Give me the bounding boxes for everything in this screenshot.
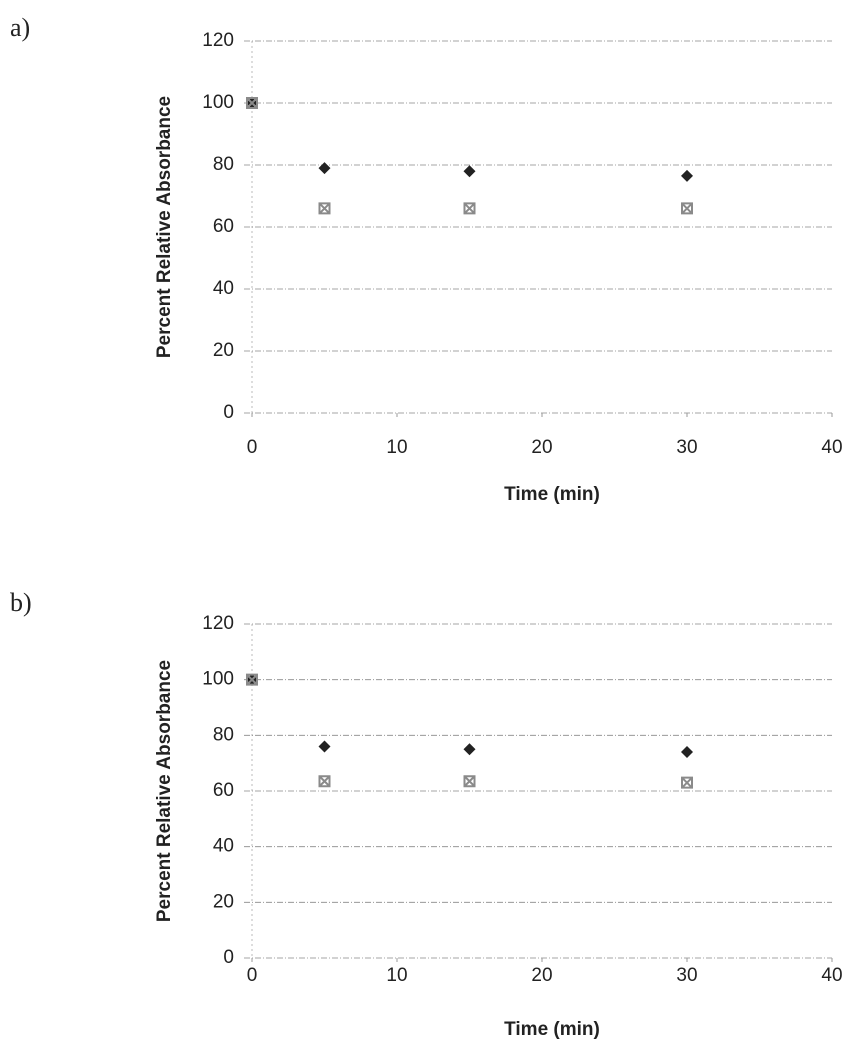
- x-tick-label: 40: [821, 965, 842, 986]
- y-tick-label: 120: [202, 613, 234, 634]
- x-tick-label: 30: [676, 437, 697, 458]
- y-tick-label: 20: [213, 340, 234, 361]
- point: [318, 202, 331, 215]
- x-axis-title: Time (min): [504, 484, 600, 505]
- y-tick-label: 60: [213, 216, 234, 237]
- x-tick-label: 40: [821, 437, 842, 458]
- y-tick-label: 40: [213, 836, 234, 857]
- x-tick-label: 20: [531, 965, 552, 986]
- point: [681, 202, 693, 215]
- x-tick-label: 30: [676, 965, 697, 986]
- point: [318, 775, 331, 788]
- point: [681, 746, 693, 759]
- x-tick-label: 0: [247, 965, 258, 986]
- y-tick-label: 120: [202, 30, 234, 51]
- panel-label: a): [10, 13, 30, 42]
- point: [246, 97, 258, 109]
- y-tick-label: 60: [213, 780, 234, 801]
- y-tick-label: 80: [213, 154, 234, 175]
- x-tick-label: 20: [531, 437, 552, 458]
- point: [246, 673, 258, 686]
- x-tick-label: 10: [386, 437, 407, 458]
- x-tick-label: 0: [247, 437, 258, 458]
- point: [463, 775, 476, 788]
- point: [318, 740, 331, 753]
- point: [681, 169, 693, 182]
- panel-label: b): [10, 588, 32, 617]
- point: [318, 162, 331, 175]
- point: [681, 776, 693, 789]
- y-axis-title: Percent Relative Absorbance: [154, 96, 175, 358]
- y-tick-label: 40: [213, 278, 234, 299]
- point: [463, 743, 476, 756]
- y-tick-label: 0: [223, 947, 234, 968]
- point: [463, 202, 476, 215]
- point: [463, 165, 476, 178]
- y-tick-label: 20: [213, 891, 234, 912]
- y-tick-label: 100: [202, 92, 234, 113]
- x-tick-label: 10: [386, 965, 407, 986]
- y-tick-label: 0: [223, 402, 234, 423]
- y-axis-title: Percent Relative Absorbance: [154, 660, 175, 922]
- x-axis-title: Time (min): [504, 1019, 600, 1040]
- y-tick-label: 100: [202, 669, 234, 690]
- y-tick-label: 80: [213, 724, 234, 745]
